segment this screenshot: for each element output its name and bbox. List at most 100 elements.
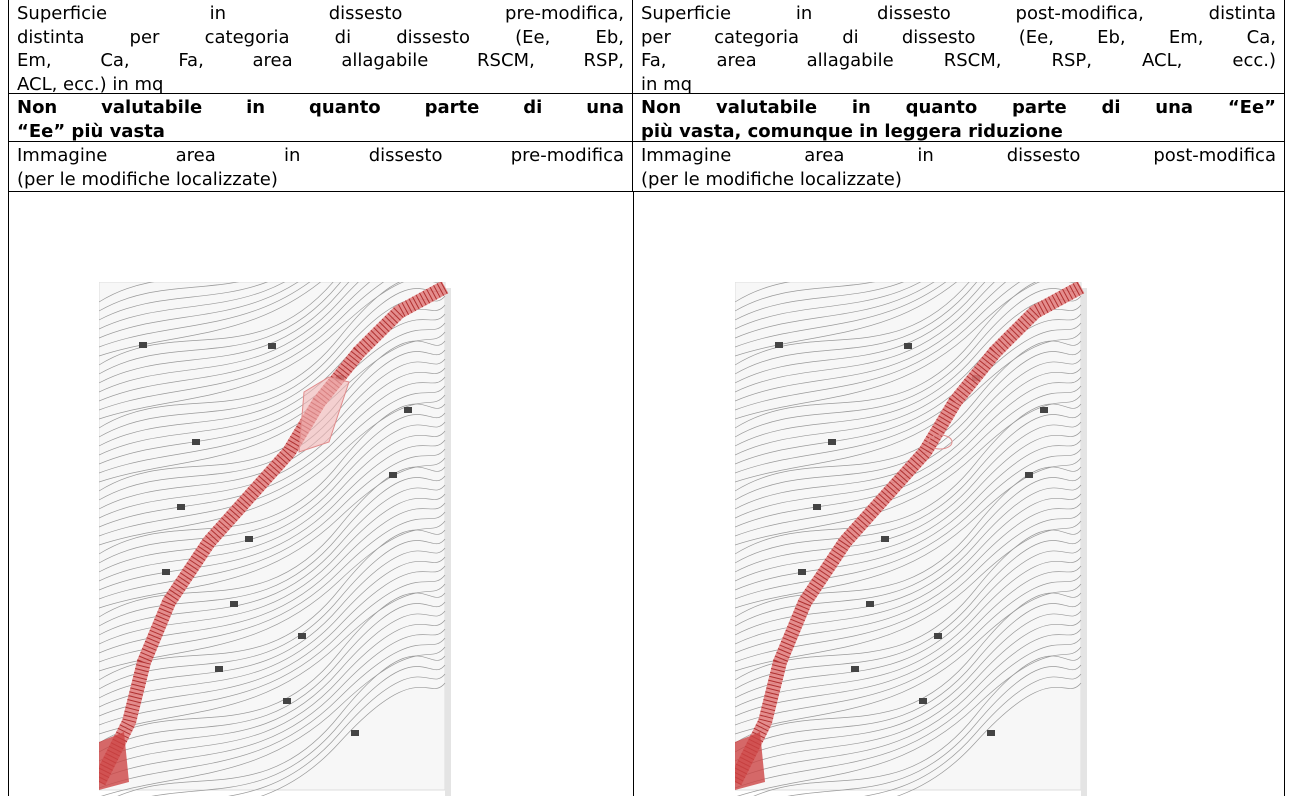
contour-line <box>735 529 1082 681</box>
contour-line <box>99 412 446 564</box>
contour-line <box>99 385 446 537</box>
contour-line <box>99 282 385 411</box>
contour-line <box>99 282 311 348</box>
contour-line <box>99 282 239 312</box>
contour-line <box>735 511 1082 663</box>
contour-line <box>735 412 1082 564</box>
contour-line <box>896 682 1082 796</box>
contour-line <box>99 538 446 690</box>
contour-line <box>735 282 1077 429</box>
contour-line <box>99 547 446 699</box>
contour-line <box>735 282 922 330</box>
table-cell: Superficie in dissesto pre-modifica, dist… <box>9 0 633 95</box>
text-line: Non valutabile in quanto parte di una <box>17 97 624 118</box>
contour-line <box>99 282 342 375</box>
map-shadow <box>1081 288 1087 796</box>
building <box>389 472 397 478</box>
building <box>298 633 306 639</box>
building <box>215 666 223 672</box>
contour-line <box>735 430 1082 582</box>
contour-line <box>99 628 446 780</box>
text-line: Immagine area in dissesto pre-modifica <box>17 145 624 166</box>
contour-line <box>735 349 1082 501</box>
contour-line <box>99 282 334 366</box>
building <box>775 342 783 348</box>
contour-line <box>735 583 1082 735</box>
text-line: Superficie in dissesto post-modifica, di… <box>641 3 1276 24</box>
building <box>851 666 859 672</box>
text-line: Em, Ca, Fa, area allagabile RSCM, RSP, <box>17 50 624 71</box>
map-pre <box>99 282 451 796</box>
image-row <box>9 192 1284 796</box>
contour-line <box>735 394 1082 546</box>
contour-line <box>737 646 1082 796</box>
contour-line <box>753 655 1082 796</box>
building <box>813 504 821 510</box>
contour-line <box>99 529 446 681</box>
text-line: (per le modifiche localizzate) <box>17 168 278 190</box>
text-line: (per le modifiche localizzate) <box>641 168 902 190</box>
contour-line <box>735 520 1082 672</box>
contour-line <box>735 421 1082 573</box>
contour-line <box>735 282 996 393</box>
contour-line <box>99 637 446 789</box>
contour-line <box>735 547 1082 699</box>
table-row: Non valutabile in quanto parte di una “Ee… <box>9 94 1284 142</box>
contour-line <box>735 403 1082 555</box>
contour-line <box>735 282 875 312</box>
contour-line <box>99 421 446 573</box>
contour-line <box>735 282 957 357</box>
building <box>904 343 912 349</box>
contour-line <box>99 565 446 717</box>
building <box>139 342 147 348</box>
building <box>919 698 927 704</box>
contour-line <box>99 619 446 771</box>
table-cell: Immagine area in dissesto pre-modifica (p… <box>9 142 633 191</box>
building <box>404 407 412 413</box>
contour-line <box>735 282 904 321</box>
text-line: Superficie in dissesto pre-modifica, <box>17 3 624 24</box>
column-divider <box>633 192 634 796</box>
contour-line <box>101 646 446 796</box>
contour-line <box>99 574 446 726</box>
contour-line <box>735 601 1082 753</box>
table-cell: Non valutabile in quanto parte di una “Ee… <box>9 94 633 142</box>
text-line: Immagine area in dissesto post-modifica <box>641 145 1276 166</box>
contour-line <box>735 282 1021 411</box>
contour-line <box>735 502 1082 654</box>
building <box>245 536 253 542</box>
contour-line <box>735 282 978 375</box>
contour-line <box>787 664 1082 796</box>
contour-line <box>735 385 1082 537</box>
contour-line <box>99 282 286 330</box>
text-line: per categoria di dissesto (Ee, Eb, Em, C… <box>641 26 1276 48</box>
contour-line <box>735 448 1082 600</box>
text-line: ACL, ecc.) in mq <box>17 73 164 95</box>
table-cell: Superficie in dissesto post-modifica, di… <box>633 0 1284 95</box>
building <box>268 343 276 349</box>
contour-line <box>99 282 371 402</box>
contour-line <box>99 511 446 663</box>
building <box>230 601 238 607</box>
building <box>881 536 889 542</box>
contour-line <box>99 282 268 321</box>
map-shadow <box>445 288 451 796</box>
table-cell: Immagine area in dissesto post-modifica(… <box>633 142 1284 191</box>
text-line: “Ee” più vasta <box>17 120 165 142</box>
contour-line <box>99 394 446 546</box>
contour-line <box>99 448 446 600</box>
text-line: Fa, area allagabile RSCM, RSP, ACL, ecc.… <box>641 50 1276 71</box>
contour-line <box>99 610 446 762</box>
table-row: Superficie in dissesto pre-modifica, dist… <box>9 0 1284 95</box>
contour-line <box>735 282 947 348</box>
building <box>866 601 874 607</box>
contour-line <box>735 282 1007 402</box>
building <box>828 439 836 445</box>
contour-line <box>735 282 935 339</box>
contour-line <box>735 282 1041 420</box>
contour-line <box>99 376 446 528</box>
contour-line <box>735 340 1082 492</box>
hazard-band-hatch <box>99 282 449 786</box>
contour-line <box>735 637 1082 789</box>
